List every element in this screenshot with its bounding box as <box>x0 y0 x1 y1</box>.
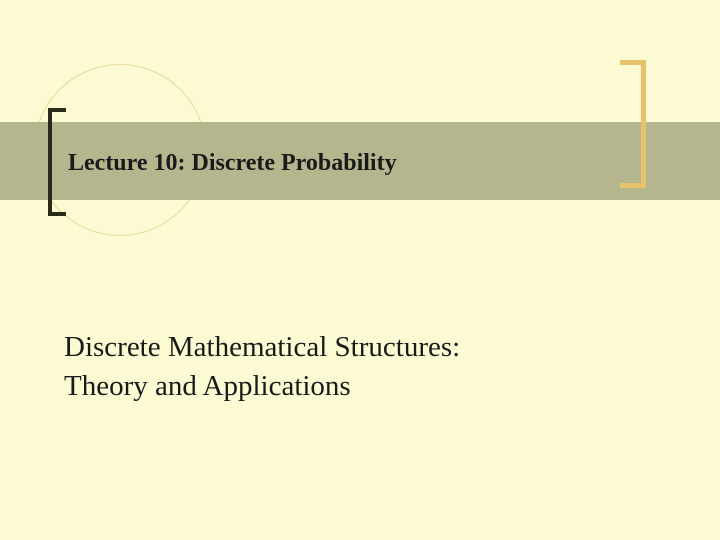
slide-title: Lecture 10: Discrete Probability <box>68 150 397 177</box>
left-bracket-decoration <box>48 108 66 216</box>
subtitle-line-2: Theory and Applications <box>64 367 460 406</box>
subtitle-line-1: Discrete Mathematical Structures: <box>64 328 460 367</box>
subtitle-block: Discrete Mathematical Structures: Theory… <box>64 328 460 406</box>
right-bracket-decoration <box>620 60 646 188</box>
